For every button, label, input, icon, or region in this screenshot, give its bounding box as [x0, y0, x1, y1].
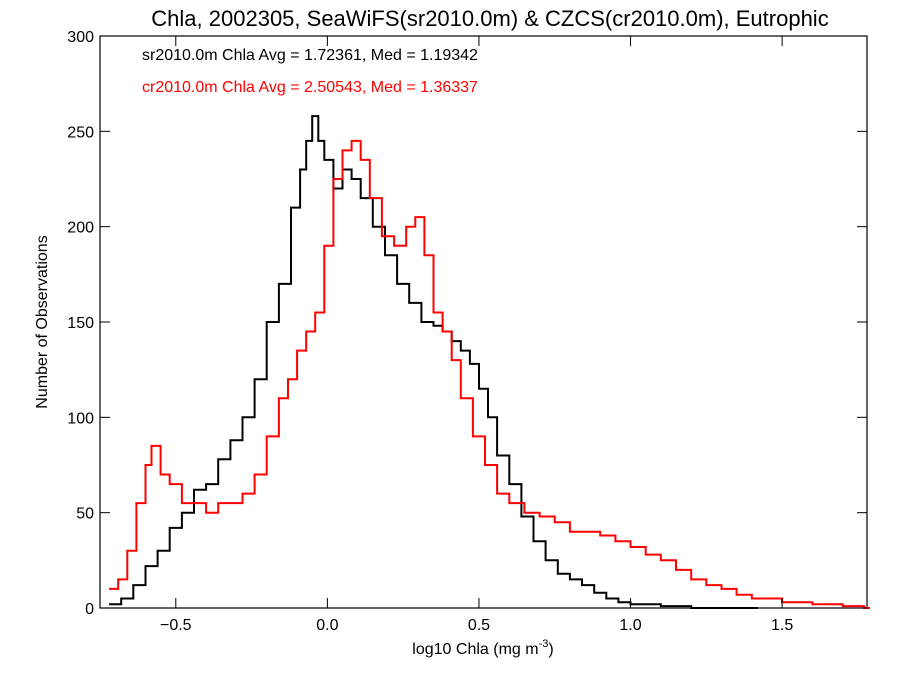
- x-axis-label-superscript: -3: [539, 638, 549, 650]
- legend-entry-cr2010: cr2010.0m Chla Avg = 2.50543, Med = 1.36…: [142, 79, 478, 96]
- y-tick-label: 50: [76, 506, 94, 523]
- x-tick-label: 0.5: [468, 617, 490, 634]
- x-axis-label: log10 Chla (mg m-3): [412, 638, 553, 658]
- x-tick-label: 0.0: [316, 617, 338, 634]
- tick-layer: −0.5 0.0 0.5 1.0 1.5 0 50 100 150 200 250 300: [67, 29, 867, 634]
- plot-frame: [99, 35, 868, 609]
- legend-entry-sr2010: sr2010.0m Chla Avg = 1.72361, Med = 1.19…: [142, 47, 478, 64]
- y-tick-label: 150: [67, 315, 94, 332]
- y-tick-label: 0: [85, 601, 94, 618]
- x-tick-label: 1.0: [619, 617, 641, 634]
- y-tick-label: 250: [67, 124, 94, 141]
- x-axis-label-main: log10 Chla (mg m: [412, 641, 538, 658]
- chart-title: Chla, 2002305, SeaWiFS(sr2010.0m) & CZCS…: [151, 6, 828, 31]
- data-layer: [109, 115, 870, 609]
- y-axis-label: Number of Observations: [34, 235, 51, 408]
- x-tick-label: 1.5: [771, 617, 793, 634]
- series-sr2010-line: [109, 115, 758, 609]
- y-tick-label: 200: [67, 220, 94, 237]
- series-cr2010-line: [109, 139, 870, 609]
- x-tick-label: −0.5: [160, 617, 192, 634]
- y-tick-label: 300: [67, 29, 94, 46]
- x-axis-label-close: ): [548, 641, 553, 658]
- y-tick-label: 100: [67, 410, 94, 427]
